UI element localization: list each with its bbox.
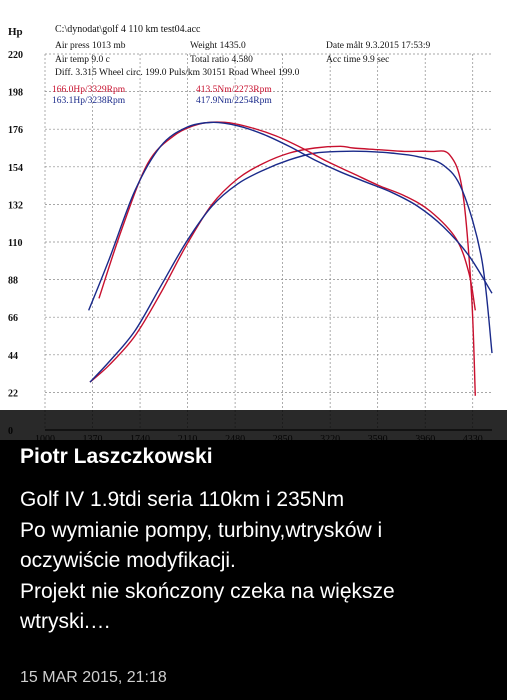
- y-tick-label: 44: [8, 351, 18, 362]
- red-power-curve: [89, 145, 477, 396]
- y-tick-label: 198: [8, 88, 23, 99]
- diff-line: Diff. 3.315 Wheel circ. 199.0 Puls/km 30…: [55, 68, 300, 78]
- red-torque-readout: 413.5Nm/2273Rpm: [196, 85, 272, 95]
- y-tick-label: 220: [8, 50, 23, 61]
- post-line: wtryski.…: [20, 610, 111, 633]
- post-line: Projekt nie skończony czeka na większe: [20, 579, 395, 603]
- post-text: Golf IV 1.9tdi seria 110km i 235Nm Po wy…: [20, 485, 500, 638]
- y-tick-label: 154: [8, 163, 23, 174]
- post-line: Golf IV 1.9tdi seria 110km i 235Nm: [20, 488, 345, 511]
- red-power-readout: 166.0Hp/3329Rpm: [52, 85, 126, 95]
- post-author[interactable]: Piotr Laszczkowski: [20, 445, 213, 468]
- y-tick-label: 88: [8, 276, 18, 287]
- acc-time: Acc time 9.9 sec: [326, 55, 390, 65]
- blue-power-readout: 163.1Hp/3238Rpm: [52, 96, 126, 106]
- file-path: C:\dynodat\golf 4 110 km test04.acc: [55, 24, 201, 35]
- y-tick-label: 132: [8, 200, 23, 211]
- air-temp: Air temp 9.0 c: [55, 55, 110, 65]
- red-torque-curve: [98, 121, 476, 311]
- post-caption-overlay: [0, 410, 507, 700]
- weight: Weight 1435.0: [190, 41, 246, 51]
- post-line: oczywiście modyfikacji.: [20, 549, 236, 572]
- total-ratio: Total ratio 4.580: [190, 55, 253, 65]
- dyno-chart: 0224466881101321541761982201000137017402…: [8, 50, 493, 440]
- post-timestamp: 15 MAR 2015, 21:18: [20, 669, 167, 686]
- post-line: Po wymianie pompy, turbiny,wtrysków i: [20, 518, 383, 542]
- date: Date målt 9.3.2015 17:53:9: [326, 41, 431, 51]
- y-tick-label: 22: [8, 388, 18, 399]
- dyno-chart-photo: 0224466881101321541761982201000137017402…: [0, 0, 507, 440]
- y-tick-label: 110: [8, 238, 22, 249]
- y-tick-label: 66: [8, 313, 18, 324]
- y-tick-label: 176: [8, 125, 23, 136]
- blue-torque-readout: 417.9Nm/2254Rpm: [196, 96, 272, 106]
- blue-torque-curve: [88, 121, 493, 311]
- y-unit-label: Hp: [8, 26, 23, 38]
- air-press: Air press 1013 mb: [55, 41, 126, 51]
- blue-power-curve: [89, 150, 493, 383]
